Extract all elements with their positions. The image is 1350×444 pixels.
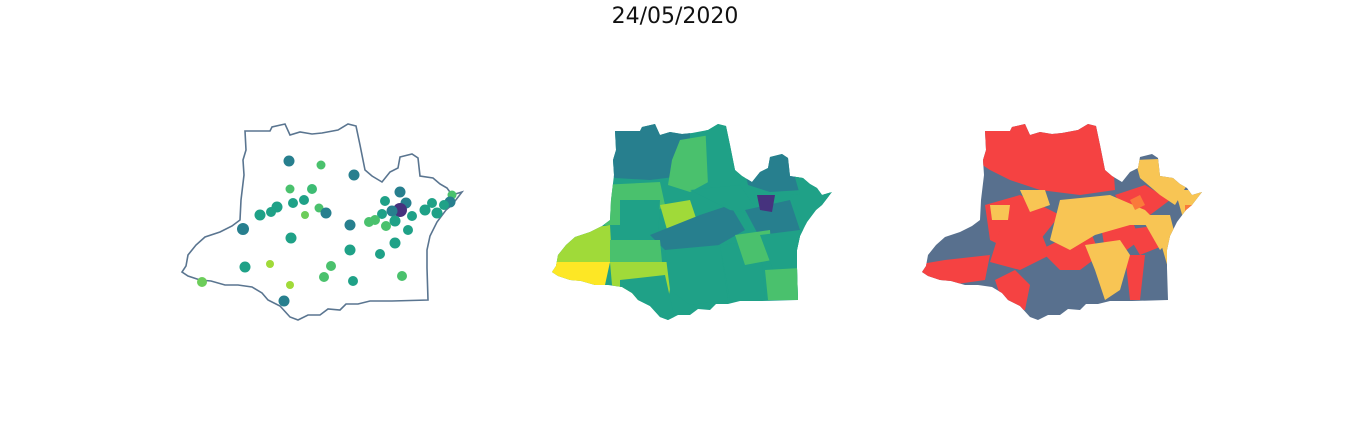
choropleth-regions — [552, 124, 832, 320]
risk-map — [922, 124, 1202, 320]
risk-regions — [922, 124, 1202, 310]
figure-title: 24/05/2020 — [611, 4, 739, 29]
choropleth-map — [552, 124, 832, 320]
municipality-points — [197, 155, 457, 307]
points-map — [181, 123, 463, 321]
state-outline — [181, 123, 463, 321]
